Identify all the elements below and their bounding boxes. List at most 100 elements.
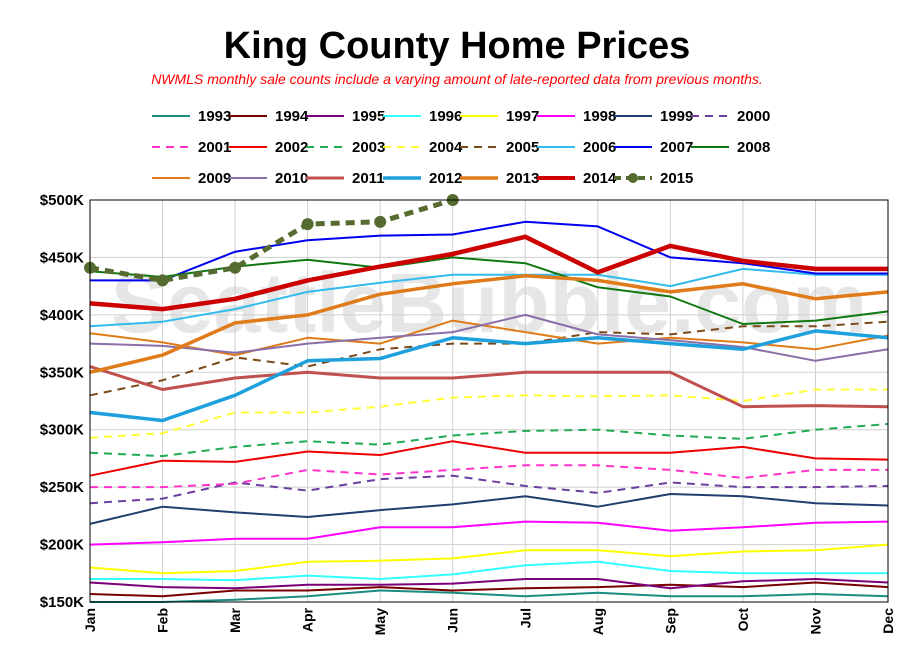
legend-item-1996: 1996 (383, 108, 462, 125)
x-tick-label: Mar (227, 607, 243, 632)
legend-item-2000: 2000 (691, 108, 770, 125)
x-tick-label: Dec (880, 608, 896, 634)
legend-label: 1997 (506, 108, 539, 125)
x-tick-label: Nov (807, 608, 823, 635)
series-line-1999 (89, 493, 889, 525)
legend-label: 2012 (429, 170, 462, 187)
legend-item-2003: 2003 (306, 139, 385, 156)
legend-label: 1993 (198, 108, 231, 125)
legend-label: 1995 (352, 108, 385, 125)
series-line-2005 (89, 320, 889, 397)
y-tick-label: $350K (40, 364, 84, 381)
legend-item-2009: 2009 (152, 170, 231, 187)
series-layer (84, 194, 889, 603)
chart-subtitle: NWMLS monthly sale counts include a vary… (151, 71, 763, 87)
legend-item-1993: 1993 (152, 108, 231, 125)
legend-label: 2010 (275, 170, 308, 187)
legend-item-2004: 2004 (383, 139, 463, 156)
y-tick-label: $250K (40, 479, 84, 496)
legend-label: 1996 (429, 108, 462, 125)
series-line-2014 (89, 234, 888, 312)
legend-label: 1994 (275, 108, 309, 125)
chart-title: King County Home Prices (224, 25, 691, 67)
y-tick-label: $500K (40, 192, 84, 209)
legend-item-2005: 2005 (460, 139, 539, 156)
legend-item-2007: 2007 (614, 139, 693, 156)
legend-item-1998: 1998 (537, 108, 616, 125)
series-line-2006 (89, 267, 888, 328)
x-tick-label: Feb (155, 608, 171, 633)
series-line-1995 (89, 578, 889, 590)
x-tick-label: Aug (590, 608, 606, 635)
series-point-2015 (229, 261, 242, 274)
x-tick-label: Jun (445, 608, 461, 633)
series-line-2012 (89, 329, 889, 423)
legend-label: 2007 (660, 139, 693, 156)
legend-item-2010: 2010 (229, 170, 308, 187)
legend-item-2015: 2015 (614, 170, 693, 187)
series-point-2015 (301, 218, 314, 231)
legend-label: 1998 (583, 108, 616, 125)
legend-item-2002: 2002 (229, 139, 308, 156)
legend-item-2012: 2012 (383, 170, 462, 187)
series-line-2004 (89, 388, 888, 439)
legend-item-1999: 1999 (614, 108, 693, 125)
series-point-2015 (156, 274, 169, 287)
y-tick-label: $400K (40, 307, 84, 324)
x-tick-label: Jan (82, 608, 98, 632)
x-tick-label: Jul (517, 608, 533, 628)
series-line-1994 (89, 581, 889, 598)
series-point-2015 (374, 215, 387, 228)
legend-item-2001: 2001 (152, 139, 231, 156)
series-line-2010 (89, 313, 889, 362)
legend: 1993 1994 1995 1996 1997 1998 1999 2000 2001 2002… (152, 108, 770, 187)
series-line-2001 (90, 464, 888, 489)
legend-item-1995: 1995 (306, 108, 385, 125)
y-tick-label: $150K (40, 594, 84, 611)
legend-label: 2013 (506, 170, 539, 187)
legend-label: 2001 (198, 139, 231, 156)
x-tick-label: Sep (662, 608, 678, 634)
series-line-1997 (89, 543, 889, 575)
x-tick-label: Oct (735, 608, 751, 632)
series-line-2007 (90, 220, 888, 282)
legend-label: 2014 (583, 170, 617, 187)
plot-frame (89, 199, 889, 603)
series-line-1998 (89, 520, 889, 546)
series-line-2003 (89, 423, 889, 458)
y-tick-label: $200K (40, 537, 84, 554)
legend-item-1994: 1994 (229, 108, 309, 125)
series-line-2015 (89, 197, 454, 283)
legend-label: 2002 (275, 139, 308, 156)
legend-label: 2000 (737, 108, 770, 125)
legend-marker (628, 173, 638, 183)
legend-label: 2006 (583, 139, 616, 156)
legend-item-2006: 2006 (537, 139, 616, 156)
series-line-2002 (89, 440, 889, 477)
series-line-1993 (90, 589, 889, 603)
legend-label: 2008 (737, 139, 770, 156)
y-axis: $150K $200K $250K $300K $350K $400K $450K $500K (40, 192, 84, 611)
x-axis: Jan Feb Mar Apr May Jun Jul Aug Sep Oct Nov Dec (82, 607, 896, 635)
legend-item-1997: 1997 (460, 108, 539, 125)
legend-item-2013: 2013 (460, 170, 539, 187)
x-tick-label: Apr (300, 607, 316, 632)
legend-label: 2003 (352, 139, 385, 156)
y-tick-label: $300K (40, 422, 84, 439)
legend-label: 2015 (660, 170, 693, 187)
y-tick-label: $450K (40, 249, 84, 266)
series-line-1996 (90, 560, 888, 582)
series-line-2011 (89, 365, 889, 409)
legend-label: 2004 (429, 139, 463, 156)
legend-label: 1999 (660, 108, 693, 125)
legend-item-2011: 2011 (306, 170, 385, 187)
legend-label: 2011 (352, 170, 385, 187)
series-line-2009 (89, 319, 889, 357)
legend-item-2008: 2008 (691, 139, 770, 156)
legend-label: 2005 (506, 139, 539, 156)
series-line-2013 (89, 274, 889, 375)
legend-item-2014: 2014 (537, 170, 617, 187)
legend-label: 2009 (198, 170, 231, 187)
x-tick-label: May (372, 608, 388, 635)
